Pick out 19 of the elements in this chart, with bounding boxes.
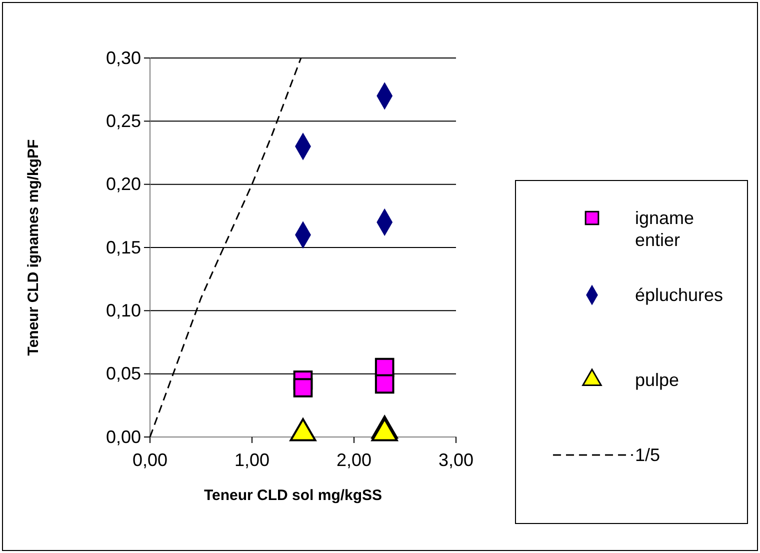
y-tick-label: 0,10 [106,300,141,320]
legend-label: pulpe [635,370,680,390]
legend-label: igname entier [635,208,694,250]
point [374,374,394,394]
y-tick-label: 0,30 [106,48,141,68]
legend-label: épluchures [635,285,724,305]
y-tick-label: 0,15 [106,237,141,258]
x-tick-label: 2,00 [336,450,372,470]
y-tick-label: 0,05 [106,364,141,384]
legend-label: 1/5 [635,445,660,465]
y-tick-label: 0,20 [106,174,141,194]
y-tick-label: 0,00 [106,426,141,447]
x-tick-label: 0,00 [132,450,168,470]
y-tick-label: 0,25 [106,110,141,131]
x-tick-label: 3,00 [438,450,474,470]
x-axis-title: Teneur CLD sol mg/kgSS [204,487,382,504]
point [293,378,313,398]
y-axis-title: Teneur CLD ignames mg/kgPF [25,139,42,356]
x-tick-label: 1,00 [234,450,270,470]
